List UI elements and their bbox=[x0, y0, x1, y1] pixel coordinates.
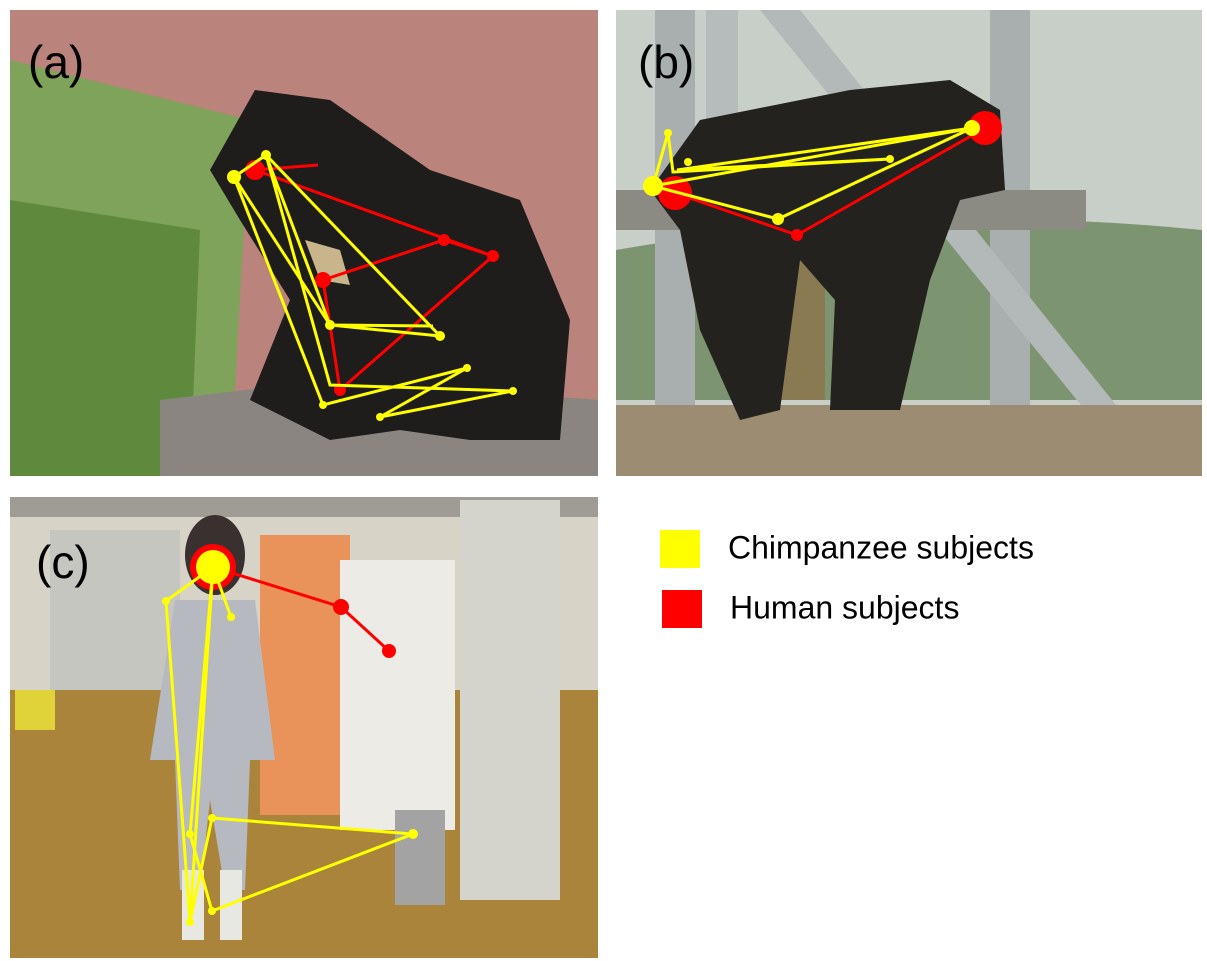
figure: (a) (b) bbox=[0, 0, 1207, 961]
legend-label: Chimpanzee subjects bbox=[728, 529, 1034, 565]
photo-bear bbox=[10, 10, 600, 476]
legend-swatch bbox=[660, 530, 700, 568]
panel-label: (c) bbox=[36, 536, 90, 588]
photo-human bbox=[10, 497, 600, 958]
legend-label: Human subjects bbox=[730, 589, 959, 625]
panel-label: (a) bbox=[28, 36, 84, 88]
photo-chimp bbox=[616, 10, 1202, 476]
panel-label: (b) bbox=[638, 36, 694, 88]
legend-swatch bbox=[662, 590, 702, 628]
